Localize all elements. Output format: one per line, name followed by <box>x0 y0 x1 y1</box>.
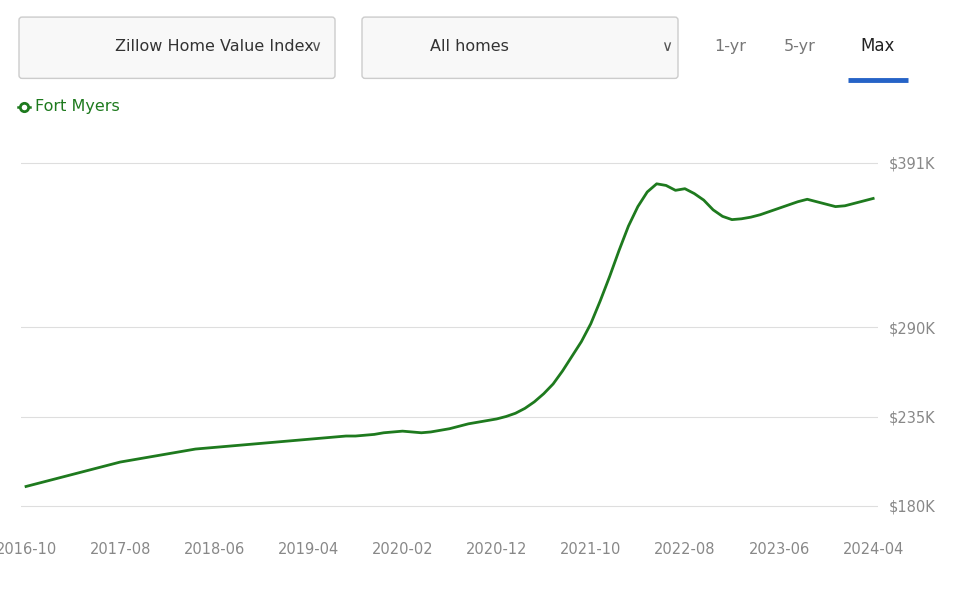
Text: Max: Max <box>860 37 894 55</box>
Text: 1-yr: 1-yr <box>713 39 745 54</box>
Text: 5-yr: 5-yr <box>783 39 815 54</box>
FancyBboxPatch shape <box>361 17 677 78</box>
Text: ∨: ∨ <box>661 39 672 54</box>
Text: Zillow Home Value Index: Zillow Home Value Index <box>115 39 313 54</box>
Text: ∨: ∨ <box>310 39 322 54</box>
FancyBboxPatch shape <box>19 17 334 78</box>
Text: All homes: All homes <box>429 39 509 54</box>
Text: Fort Myers: Fort Myers <box>35 99 119 114</box>
